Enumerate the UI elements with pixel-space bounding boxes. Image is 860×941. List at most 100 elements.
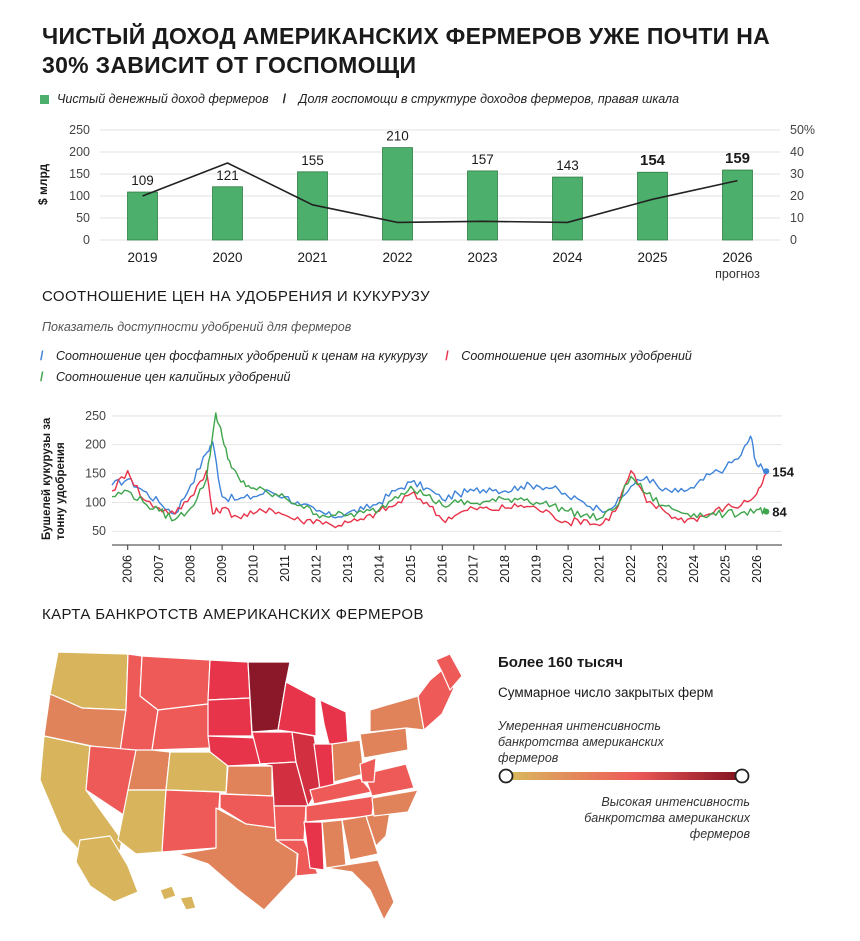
series-line-nitrogen <box>111 469 767 529</box>
chart2-subtitle: Показатель доступности удобрений для фер… <box>42 320 352 334</box>
legend-line-icon: / <box>282 92 287 106</box>
state-hi-2 <box>179 895 197 911</box>
x-tick-label: 2019 <box>530 555 544 583</box>
chart2-y-axis-label: Бушелей кукурузы за тонну удобрения <box>41 417 67 540</box>
x-tick-label: 2020 <box>561 555 575 583</box>
x-tick-label: 2006 <box>121 555 135 583</box>
x-tick-label: 2025 <box>718 555 732 583</box>
map-headline-sub: Суммарное число закрытых ферм <box>498 685 714 700</box>
bar <box>212 186 243 241</box>
bar-value-label: 109 <box>131 173 154 188</box>
x-tick-label: 2021 <box>593 555 607 583</box>
bar-value-label: 159 <box>725 150 750 167</box>
y2-tick-label: 40 <box>790 145 804 159</box>
x-tick-label: 2011 <box>278 555 292 582</box>
x-tick-label: 2015 <box>404 555 418 583</box>
x-tick-label: 2014 <box>372 555 386 583</box>
bar <box>127 191 158 241</box>
state-ms <box>303 821 325 871</box>
y2-tick-label: 50% <box>790 123 815 137</box>
y-tick-label: 150 <box>85 467 106 481</box>
legend-square-icon <box>40 94 49 104</box>
scale-gradient-bar <box>506 772 742 780</box>
legend-item-phosphate: Соотношение цен фосфатных удобрений к це… <box>56 349 428 363</box>
series-line-phosphate <box>111 435 767 519</box>
state-ia <box>251 731 297 765</box>
scale-high-label: Высокая интенсивность банкротства америк… <box>584 795 750 841</box>
legend-item-potash: Соотношение цен калийных удобрений <box>56 370 291 384</box>
bar-value-label: 154 <box>640 152 666 169</box>
chart1-y-axis-label: $ млрд <box>36 163 50 205</box>
bar-value-label: 143 <box>556 158 579 173</box>
x-tick-label: 2009 <box>215 555 229 583</box>
legend-line-blue-icon: / <box>40 349 44 363</box>
y2-tick-label: 0 <box>790 233 797 247</box>
map-headline: Более 160 тысяч <box>498 654 623 671</box>
x-tick-label: 2022 <box>624 555 638 583</box>
chart1-legend: Чистый денежный доход фермеров / Доля го… <box>40 92 679 106</box>
state-wv <box>359 757 377 783</box>
state-va <box>363 763 415 797</box>
end-label-potash: 84 <box>772 505 787 520</box>
bar <box>382 147 413 241</box>
x-tick-label: 2017 <box>467 555 481 583</box>
bar <box>297 171 328 241</box>
bar-value-label: 121 <box>216 168 239 183</box>
legend-line-green-icon: / <box>40 370 44 384</box>
x-tick-label: 2026 <box>750 555 764 583</box>
state-fl <box>325 859 395 921</box>
y-tick-label: 150 <box>69 167 90 181</box>
series-line-potash <box>112 412 767 522</box>
chart2-legend-row1: / Соотношение цен фосфатных удобрений к … <box>40 349 692 363</box>
state-ak <box>75 835 139 903</box>
legend-item-income: Чистый денежный доход фермеров <box>57 92 269 106</box>
y2-tick-label: 10 <box>790 211 804 225</box>
x-tick-label: 2019 <box>127 250 157 265</box>
state-ny <box>369 695 425 733</box>
x-tick-label: 2010 <box>247 555 261 583</box>
x-tick-label: 2007 <box>152 555 166 583</box>
end-dot-phosphate <box>763 468 770 475</box>
x-tick-label: 2013 <box>341 555 355 583</box>
x-tick-label: 2026 <box>722 250 752 265</box>
x-tick-label: 2022 <box>382 250 412 265</box>
bar <box>722 169 753 241</box>
end-dot-potash <box>763 508 770 515</box>
bar-value-label: 210 <box>386 129 409 144</box>
intensity-scale <box>498 768 750 784</box>
x-tick-label: 2008 <box>184 555 198 583</box>
y2-tick-label: 20 <box>790 189 804 203</box>
legend-item-subsidy: Доля госпомощи в структуре доходов ферме… <box>298 92 680 106</box>
bar <box>552 176 583 241</box>
state-mi <box>319 699 349 749</box>
y2-tick-label: 30 <box>790 167 804 181</box>
us-bankruptcy-map <box>39 651 463 921</box>
x-tick-label: 2012 <box>309 555 323 583</box>
legend-line-red-icon: / <box>445 349 449 363</box>
state-ar <box>273 805 307 841</box>
scale-end-handle <box>734 768 750 784</box>
subsidy-share-line <box>142 162 738 224</box>
chart2-legend-row2: / Соотношение цен калийных удобрений <box>40 370 291 384</box>
scale-high-panel: Высокая интенсивность банкротства америк… <box>560 794 750 842</box>
state-wy <box>151 703 211 751</box>
page-title: Чистый доход американских фермеров уже п… <box>42 23 771 78</box>
y-tick-label: 50 <box>92 524 106 538</box>
state-al <box>321 819 347 869</box>
state-ne <box>207 735 269 767</box>
state-nm <box>161 789 221 853</box>
y-tick-label: 100 <box>69 189 90 203</box>
x-tick-label: 2024 <box>552 250 583 265</box>
state-tx <box>177 807 299 911</box>
fertilizer-line-chart: 250 200 150 100 50 2006 2007 2008 2009 2010 2011 20… <box>85 409 795 583</box>
chart2-title: Соотношение цен на удобрения и кукурузу <box>42 288 431 305</box>
state-ga <box>341 815 379 861</box>
state-ut <box>127 749 171 791</box>
map-title: Карта банкротств американских фермеров <box>42 606 424 623</box>
state-ks <box>225 765 273 797</box>
state-oh <box>331 739 365 783</box>
state-az <box>117 789 167 855</box>
state-mt <box>139 655 211 711</box>
x-tick-label: 2016 <box>435 555 449 583</box>
